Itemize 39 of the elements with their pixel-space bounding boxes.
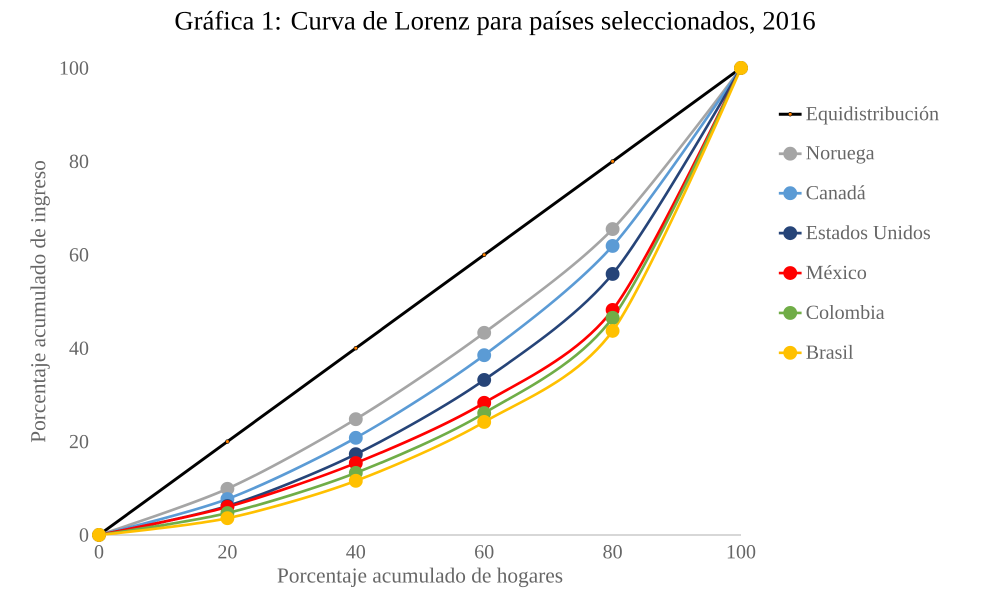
point xyxy=(477,373,492,387)
point xyxy=(606,310,620,325)
x-tick-label: 0 xyxy=(94,545,104,559)
x-axis-title: Porcentaje acumulado de hogares xyxy=(278,568,562,588)
y-tick-label: 20 xyxy=(70,434,88,448)
point xyxy=(482,252,486,257)
y-tick-label: 40 xyxy=(69,341,88,355)
x-tick-label: 80 xyxy=(603,545,622,559)
point xyxy=(477,348,492,362)
point xyxy=(225,439,230,444)
x-tick-label: 100 xyxy=(728,545,756,559)
y-tick-label: 60 xyxy=(70,248,88,262)
point xyxy=(606,324,620,338)
point xyxy=(348,474,363,488)
legend-label: México xyxy=(806,265,866,280)
y-tick-label: 0 xyxy=(80,528,88,542)
legend-label: Equidistribución xyxy=(806,106,939,124)
point xyxy=(348,412,363,426)
y-axis-title: Porcentaje acumulado de ingreso xyxy=(30,161,50,442)
legend-label: Colombia xyxy=(806,304,884,320)
point xyxy=(606,238,620,253)
x-tick-label: 20 xyxy=(218,545,237,559)
y-tick-label: 80 xyxy=(70,154,88,168)
x-tick-label: 40 xyxy=(346,545,366,559)
legend-label: Noruega xyxy=(806,146,874,164)
point xyxy=(610,159,615,164)
y-tick-label: 100 xyxy=(60,61,88,75)
legend-label: Brasil xyxy=(806,344,854,359)
point xyxy=(477,326,492,340)
point xyxy=(606,267,620,281)
point xyxy=(354,346,358,350)
legend-label: Canadá xyxy=(806,185,866,200)
point xyxy=(477,415,492,429)
chart-title: Gráfica 1: Curva de Lorenz para países seleccionados, 2016 xyxy=(175,10,815,36)
point xyxy=(606,222,620,236)
point xyxy=(220,511,234,526)
point xyxy=(348,430,363,445)
x-tick-label: 60 xyxy=(475,545,494,559)
legend-label: Estados Unidos xyxy=(806,225,930,240)
